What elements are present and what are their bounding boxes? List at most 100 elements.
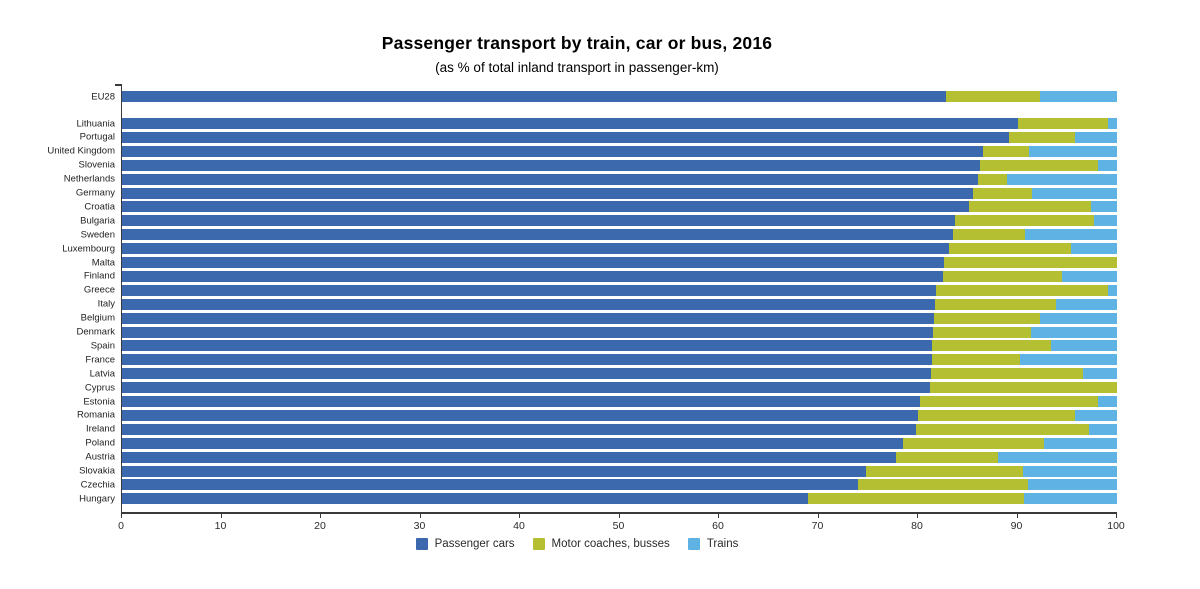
bar-segment-cars (122, 215, 955, 227)
bar-segment-cars (122, 423, 916, 435)
bar-row: Netherlands (64, 173, 1117, 185)
legend-item: Passenger cars (415, 538, 515, 550)
legend: Passenger cars Motor coaches, busses Train… (0, 538, 1154, 550)
bar-segment-cars (122, 479, 859, 491)
category-label: France (85, 354, 115, 366)
bar-segment-cars (122, 173, 978, 185)
bar-segment-trains (1031, 326, 1117, 338)
category-label: Spain (90, 340, 115, 352)
bar-segment-buses (903, 437, 1045, 449)
x-axis-tick (1016, 513, 1018, 518)
bar-segment-buses (932, 326, 1032, 338)
x-axis-tick-label: 90 (1010, 520, 1023, 532)
bar-row: Ireland (86, 423, 1117, 435)
x-axis-tick-label: 20 (314, 520, 326, 532)
bar-segment-buses (807, 493, 1025, 505)
bar-segment-buses (945, 91, 1041, 102)
legend-label: Passenger cars (434, 538, 515, 550)
category-label: Luxembourg (62, 243, 115, 255)
bar-segment-buses (919, 396, 1099, 407)
category-label: Finland (83, 270, 115, 282)
bar-segment-cars (122, 493, 808, 505)
bar-segment-cars (122, 118, 1018, 129)
x-axis-tick (220, 513, 222, 518)
bar-row: Bulgaria (80, 215, 1117, 227)
bar-row: Finland (84, 270, 1117, 282)
x-axis-tick (121, 513, 122, 518)
bar-segment-trains (1056, 298, 1117, 310)
bar-segment-buses (930, 368, 1084, 380)
bar-row: United Kingdom (47, 145, 1117, 157)
bar-segment-cars (122, 409, 918, 421)
legend-swatch-cars (415, 538, 428, 550)
x-axis-tick-label: 30 (413, 520, 426, 532)
bar-row: Spain (91, 340, 1117, 352)
category-label: United Kingdom (47, 145, 115, 157)
category-label: Ireland (85, 423, 115, 435)
category-label: Cyprus (84, 382, 115, 394)
y-axis-top-tick (115, 84, 122, 86)
x-axis-line (121, 512, 1117, 514)
bar-segment-trains (1028, 479, 1117, 491)
bar-segment-buses (918, 409, 1076, 421)
bar-segment-buses (982, 145, 1030, 157)
bar-segment-buses (942, 270, 1063, 282)
category-label: Malta (91, 257, 115, 268)
category-label: EU28 (91, 91, 115, 102)
bar-row: Greece (84, 284, 1117, 296)
bar-segment-buses (968, 201, 1092, 213)
bar-segment-buses (931, 340, 1052, 352)
bar-segment-cars (122, 131, 1009, 143)
x-axis-tick-label: 100 (1107, 520, 1125, 532)
bar-segment-trains (1071, 243, 1117, 255)
category-label: Estonia (83, 396, 115, 407)
bar-segment-cars (122, 298, 935, 310)
bar-segment-cars (122, 340, 932, 352)
bar-segment-cars (122, 257, 944, 268)
bar-segment-buses (931, 354, 1021, 366)
bar-row: Slovakia (79, 465, 1117, 477)
bar-segment-cars (122, 145, 983, 157)
bar-segment-cars (122, 396, 920, 407)
x-axis-tick (718, 513, 719, 518)
bar-segment-trains (1032, 187, 1117, 199)
category-label: Czechia (80, 479, 115, 491)
bar-row: Cyprus (85, 382, 1117, 394)
x-axis-tick-label: 60 (712, 520, 724, 532)
bar-row: Latvia (90, 368, 1117, 380)
bar-segment-trains (1108, 284, 1117, 296)
category-label: Lithuania (76, 118, 115, 129)
bar-segment-cars (122, 270, 943, 282)
category-label: Netherlands (63, 173, 115, 185)
category-label: Sweden (80, 229, 115, 241)
bar-segment-trains (1025, 229, 1117, 241)
bar-segment-buses (916, 423, 1090, 435)
category-label: Hungary (79, 493, 115, 505)
legend-swatch-buses (532, 538, 545, 550)
x-axis-tick-label: 70 (811, 520, 824, 532)
bar-row: Luxembourg (62, 243, 1117, 255)
bar-segment-buses (929, 382, 1117, 394)
bar-segment-buses (952, 229, 1026, 241)
bar-segment-trains (1075, 409, 1117, 421)
bar-segment-cars (122, 326, 933, 338)
bar-segment-trains (1098, 159, 1117, 171)
chart-subtitle: (as % of total inland transport in passe… (435, 60, 719, 75)
bar-row: Romania (77, 409, 1117, 421)
bar-segment-cars (122, 229, 953, 241)
category-label: Poland (85, 437, 115, 449)
bar-segment-trains (1083, 368, 1117, 380)
bar-segment-trains (1062, 270, 1117, 282)
chart-title: Passenger transport by train, car or bus… (381, 33, 773, 53)
x-axis-tick (1116, 513, 1117, 518)
x-axis-tick-label: 80 (911, 520, 923, 532)
legend-label: Trains (706, 538, 739, 550)
category-label: Denmark (76, 326, 115, 338)
bar-row: Austria (85, 451, 1117, 463)
bar-segment-cars (122, 437, 904, 449)
bar-segment-cars (122, 382, 930, 394)
bar-segment-buses (935, 284, 1109, 296)
bar-segment-buses (943, 257, 1117, 268)
category-label: Latvia (89, 368, 115, 380)
bar-segment-trains (1108, 118, 1117, 129)
